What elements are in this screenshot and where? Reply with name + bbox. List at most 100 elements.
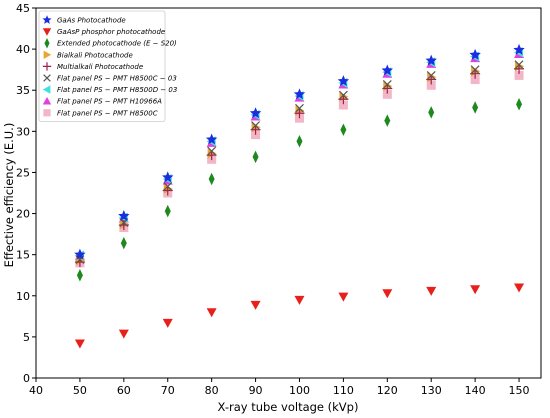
- y-tick-label: 20: [16, 208, 30, 221]
- data-point: [118, 329, 129, 339]
- legend-label: Flat panel PS − PMT H8500C − 03: [57, 75, 177, 83]
- y-axis-ticks: 0 5 10 15 20 25 30 35 40 45: [16, 2, 36, 385]
- data-point: [426, 286, 437, 296]
- data-point: [426, 70, 436, 80]
- legend-label: GaAs Photocathode: [57, 17, 126, 25]
- legend-label: Flat panel PS − PMT H8500C: [57, 109, 158, 117]
- series-3: [76, 97, 523, 282]
- y-tick-label: 35: [16, 84, 30, 97]
- y-axis-title: Effective efficiency (E.U.): [2, 123, 16, 268]
- x-tick-label: 60: [117, 384, 131, 397]
- x-tick-label: 80: [205, 384, 219, 397]
- data-point: [338, 100, 348, 110]
- data-point: [338, 292, 349, 302]
- x-tick-label: 130: [421, 384, 442, 397]
- data-point: [470, 285, 481, 295]
- legend-marker: [43, 109, 51, 117]
- legend-marker: [44, 37, 50, 49]
- data-point: [74, 339, 85, 349]
- legend-frame: [38, 10, 166, 122]
- y-tick-label: 0: [23, 372, 30, 385]
- legend-label: Bialkali Photocathode: [57, 51, 133, 59]
- data-point: [514, 60, 524, 70]
- data-point: [118, 220, 129, 231]
- data-point: [76, 268, 83, 282]
- data-point: [516, 97, 523, 111]
- data-point: [162, 171, 174, 183]
- x-tick-label: 40: [29, 384, 43, 397]
- data-point: [514, 70, 524, 80]
- data-point: [162, 318, 173, 328]
- legend-marker: [42, 62, 52, 71]
- data-point: [164, 204, 171, 218]
- x-tick-label: 50: [73, 384, 87, 397]
- legend-label: Flat panel PS − PMT H8500D − 03: [57, 86, 177, 94]
- legend-label: Extended photocathode (E − S20): [57, 40, 177, 48]
- data-point: [250, 300, 261, 310]
- data-point: [118, 210, 130, 221]
- legend-marker: [42, 97, 52, 105]
- data-point: [163, 181, 173, 191]
- data-point: [295, 103, 304, 113]
- data-point: [425, 54, 437, 66]
- data-point: [472, 101, 479, 114]
- data-point: [428, 106, 435, 119]
- data-point: [208, 172, 215, 186]
- data-points: [74, 43, 525, 349]
- legend-marker: [42, 15, 52, 24]
- data-point: [384, 114, 391, 127]
- x-axis-title: X-ray tube voltage (kVp): [218, 400, 359, 414]
- x-tick-label: 110: [333, 384, 354, 397]
- y-tick-label: 15: [16, 249, 30, 262]
- series-6: [75, 60, 524, 265]
- data-point: [206, 308, 217, 318]
- data-point: [381, 64, 394, 76]
- series-2: [74, 283, 525, 349]
- legend-marker: [43, 50, 52, 59]
- legend: GaAs Photocathode GaAsP phosphor photocat…: [38, 10, 177, 122]
- x-tick-label: 140: [465, 384, 486, 397]
- y-tick-label: 30: [16, 125, 30, 138]
- y-tick-label: 45: [16, 2, 30, 15]
- data-point: [469, 48, 481, 60]
- data-point: [338, 90, 348, 100]
- series-1: [74, 43, 525, 260]
- data-point: [382, 80, 392, 89]
- y-tick-label: 10: [16, 290, 30, 303]
- x-tick-label: 120: [377, 384, 398, 397]
- data-point: [382, 289, 393, 299]
- y-tick-label: 40: [16, 43, 30, 56]
- data-point: [294, 108, 305, 119]
- legend-label: Flat panel PS − PMT H10966A: [57, 98, 162, 106]
- legend-label: GaAsP phosphor photocathode: [57, 28, 165, 36]
- x-tick-label: 100: [289, 384, 310, 397]
- legend-label: Multialkali Photocathode: [57, 63, 143, 71]
- data-point: [340, 123, 347, 136]
- x-axis-ticks: 40 50 60 70 80 90 100 110 120 130 140 150: [29, 378, 530, 397]
- data-point: [513, 43, 525, 55]
- data-point: [470, 65, 480, 75]
- legend-marker: [42, 85, 51, 94]
- data-point: [426, 80, 436, 90]
- data-point: [470, 75, 480, 85]
- data-point: [251, 121, 260, 131]
- data-point: [205, 133, 218, 145]
- data-point: [74, 248, 86, 260]
- data-point: [296, 134, 303, 148]
- x-tick-label: 70: [161, 384, 175, 397]
- data-point: [207, 146, 217, 156]
- y-tick-label: 25: [16, 166, 30, 179]
- data-point: [514, 283, 525, 293]
- data-point: [294, 295, 305, 305]
- data-point: [293, 88, 306, 100]
- data-point: [249, 107, 262, 119]
- legend-marker: [43, 74, 51, 82]
- x-tick-label: 150: [509, 384, 530, 397]
- data-point: [337, 75, 350, 87]
- data-point: [74, 257, 85, 268]
- y-tick-label: 5: [23, 331, 30, 344]
- legend-marker: [42, 28, 52, 36]
- data-point: [252, 150, 259, 164]
